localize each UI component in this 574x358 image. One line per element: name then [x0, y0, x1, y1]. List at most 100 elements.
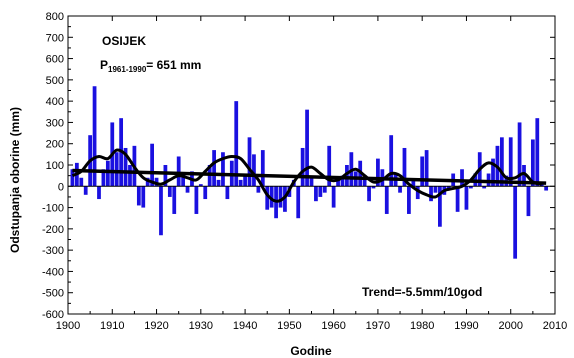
bar: [159, 186, 163, 236]
bar: [455, 186, 460, 212]
bar: [260, 150, 265, 187]
bar: [123, 147, 128, 187]
mean-annotation-sub: 1961-1990: [108, 65, 147, 74]
y-tick-label: 700: [46, 32, 64, 44]
y-tick-label: -100: [42, 203, 64, 215]
bar: [265, 186, 270, 210]
bar: [420, 156, 425, 187]
y-tick-label: 400: [46, 96, 64, 108]
bar: [469, 186, 473, 189]
bar: [105, 160, 110, 187]
y-tick-label: -500: [42, 288, 64, 300]
y-tick-label: -200: [42, 224, 64, 236]
trend-line: [72, 168, 547, 185]
bar: [300, 147, 305, 187]
bar: [535, 118, 540, 187]
bar: [460, 169, 464, 187]
bar: [429, 186, 433, 202]
bar: [482, 186, 487, 189]
bar: [128, 165, 132, 187]
bar: [97, 186, 101, 200]
bar: [79, 177, 84, 187]
plot-frame: [67, 15, 556, 315]
mean-annotation: P1961-1990= 651 mm: [100, 58, 201, 74]
bar: [398, 186, 402, 193]
x-tick-label: 1990: [454, 320, 478, 332]
bar: [185, 186, 190, 193]
bar: [234, 101, 239, 187]
bar: [145, 177, 150, 187]
y-tick-label: 100: [46, 160, 64, 172]
x-tick-label: 1940: [233, 320, 257, 332]
bar: [415, 186, 420, 200]
bar: [322, 186, 327, 193]
bar: [544, 186, 549, 191]
bar: [407, 186, 411, 214]
x-axis-ticks: 1900 1910 1920 1930 1940 1950 1960 1970 1980 1990…: [56, 16, 567, 332]
bar: [136, 186, 141, 206]
bar: [362, 179, 367, 187]
bar: [446, 186, 451, 189]
bar: [296, 186, 301, 219]
bar: [194, 186, 199, 214]
bar: [411, 179, 416, 187]
bar: [331, 186, 336, 208]
bar: [345, 165, 349, 187]
bar: [491, 158, 495, 187]
x-tick-label: 2000: [498, 320, 522, 332]
trend-annotation: Trend=-5.5mm/10god: [362, 285, 482, 299]
bar: [371, 186, 376, 189]
bar: [269, 186, 274, 208]
y-tick-label: 200: [46, 139, 64, 151]
bar: [517, 122, 522, 187]
bar: [522, 165, 526, 187]
bar: [221, 152, 225, 187]
bar: [203, 186, 208, 200]
bar: [243, 175, 247, 187]
x-tick-label: 1920: [144, 320, 168, 332]
bar: [318, 186, 323, 197]
mean-annotation-tail: = 651 mm: [146, 58, 201, 72]
bar: [83, 186, 88, 195]
x-tick-label: 1930: [189, 320, 213, 332]
y-axis-title: Odstupanja oborine (mm): [8, 107, 22, 253]
bar: [70, 169, 75, 187]
bar: [340, 175, 345, 187]
bar: [247, 137, 252, 187]
bar: [336, 179, 340, 187]
chart-lines: [68, 148, 555, 203]
bar: [101, 169, 106, 187]
y-tick-label: -300: [42, 245, 64, 257]
bar: [384, 186, 389, 214]
bar: [167, 186, 172, 197]
bar: [402, 147, 407, 187]
bar: [367, 186, 371, 202]
mean-annotation-main: P: [100, 58, 108, 72]
y-tick-label: 500: [46, 75, 64, 87]
bar: [327, 145, 332, 187]
bar: [438, 186, 442, 227]
smoothed-curve: [71, 148, 543, 203]
bar: [314, 186, 318, 202]
x-tick-label: 1960: [321, 320, 345, 332]
x-tick-label: 1900: [56, 320, 80, 332]
bar: [526, 186, 531, 217]
y-tick-label: -600: [42, 309, 64, 321]
y-tick-label: 600: [46, 54, 64, 66]
bar: [198, 184, 203, 187]
x-axis-title: Godine: [290, 344, 332, 358]
bar: [225, 186, 230, 200]
bar: [530, 139, 535, 187]
bar: [499, 137, 504, 187]
y-tick-label: 300: [46, 117, 64, 129]
bar: [252, 154, 256, 187]
bar: [92, 86, 97, 187]
bar: [176, 156, 181, 187]
bar: [309, 177, 314, 187]
bar: [172, 186, 177, 214]
bar: [163, 165, 168, 187]
y-tick-label: 800: [46, 11, 64, 23]
bar: [238, 179, 243, 187]
x-tick-label: 1950: [277, 320, 301, 332]
